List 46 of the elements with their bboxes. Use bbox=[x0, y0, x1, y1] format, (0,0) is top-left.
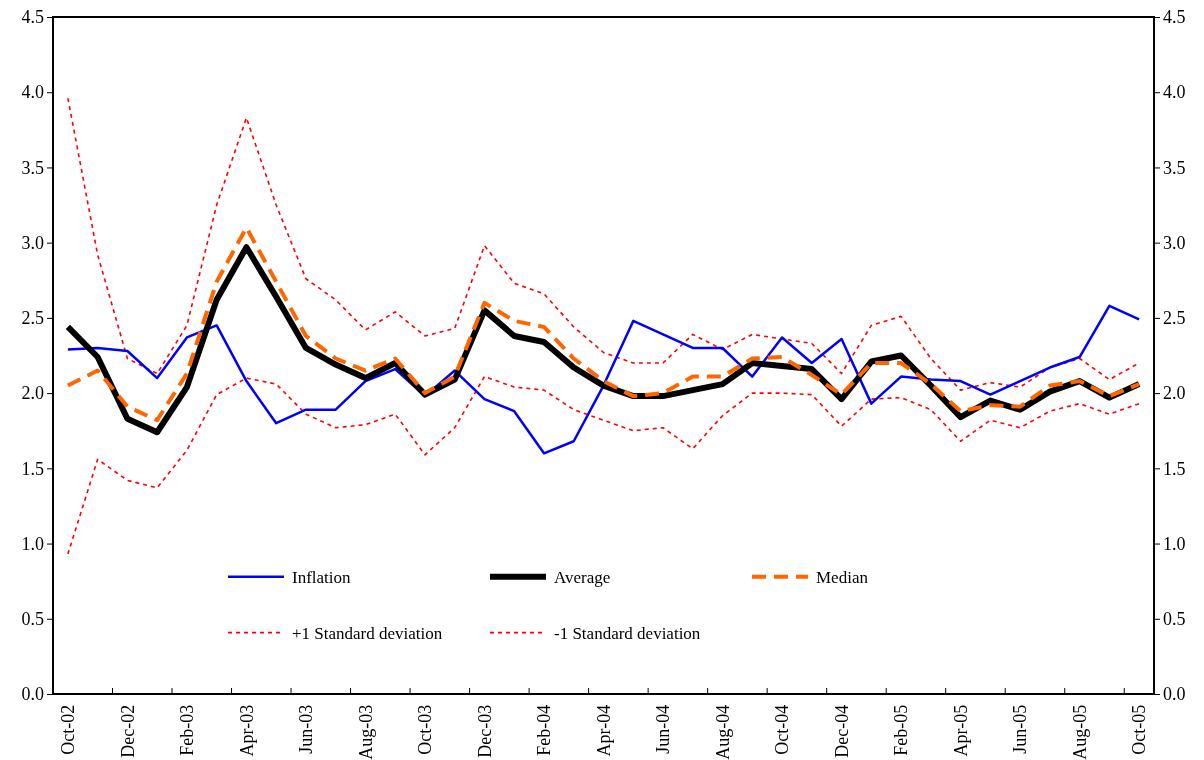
y-tick-label: 1.0 bbox=[21, 533, 44, 554]
y-tick-label: 3.5 bbox=[21, 157, 44, 178]
legend-label: -1 Standard deviation bbox=[554, 623, 701, 643]
x-tick-label: Feb-04 bbox=[534, 704, 555, 756]
x-tick-label: Jun-04 bbox=[653, 704, 674, 754]
y2-tick-label: 2.0 bbox=[1163, 383, 1186, 404]
x-tick-label: Apr-03 bbox=[236, 704, 257, 757]
y-tick-label: 4.0 bbox=[21, 82, 44, 103]
x-tick-label: Aug-04 bbox=[712, 704, 733, 760]
y-tick-label: 2.0 bbox=[21, 383, 44, 404]
y2-tick-label: 4.5 bbox=[1163, 7, 1186, 28]
y-tick-label: 1.5 bbox=[21, 458, 44, 479]
x-tick-label: Oct-05 bbox=[1129, 704, 1150, 755]
legend-label: Inflation bbox=[292, 567, 352, 587]
x-tick-label: Feb-05 bbox=[891, 704, 912, 756]
legend-label: +1 Standard deviation bbox=[292, 623, 443, 643]
x-tick-label: Jun-05 bbox=[1010, 704, 1031, 754]
y-tick-label: 0.5 bbox=[21, 609, 44, 630]
x-tick-label: Feb-03 bbox=[177, 704, 198, 756]
line-series bbox=[66, 304, 1141, 455]
y-tick-label: 4.5 bbox=[21, 7, 44, 28]
legend-label: Average bbox=[554, 567, 611, 587]
y-tick-label: 3.0 bbox=[21, 232, 44, 253]
y2-tick-label: 4.0 bbox=[1163, 82, 1186, 103]
y-tick-label: 2.5 bbox=[21, 308, 44, 329]
x-tick-label: Jun-03 bbox=[296, 704, 317, 754]
y2-tick-label: 2.5 bbox=[1163, 308, 1186, 329]
x-tick-label: Oct-02 bbox=[58, 704, 79, 755]
x-tick-label: Dec-04 bbox=[831, 704, 852, 758]
line-series bbox=[67, 375, 1140, 555]
y2-tick-label: 3.5 bbox=[1163, 157, 1186, 178]
y2-tick-label: 3.0 bbox=[1163, 232, 1186, 253]
x-tick-label: Aug-05 bbox=[1069, 704, 1090, 760]
x-tick-label: Oct-03 bbox=[415, 704, 436, 755]
x-tick-label: Dec-02 bbox=[117, 704, 138, 758]
x-tick-label: Apr-05 bbox=[950, 704, 971, 757]
x-tick-label: Aug-03 bbox=[355, 704, 376, 760]
x-tick-label: Dec-03 bbox=[474, 704, 495, 758]
y2-tick-label: 1.0 bbox=[1163, 533, 1186, 554]
y2-tick-label: 1.5 bbox=[1163, 458, 1186, 479]
y-tick-label: 0.0 bbox=[21, 684, 44, 705]
y2-tick-label: 0.0 bbox=[1163, 684, 1186, 705]
legend-label: Median bbox=[816, 567, 869, 587]
y2-tick-label: 0.5 bbox=[1163, 609, 1186, 630]
x-tick-label: Oct-04 bbox=[772, 704, 793, 755]
x-tick-label: Apr-04 bbox=[593, 704, 614, 757]
